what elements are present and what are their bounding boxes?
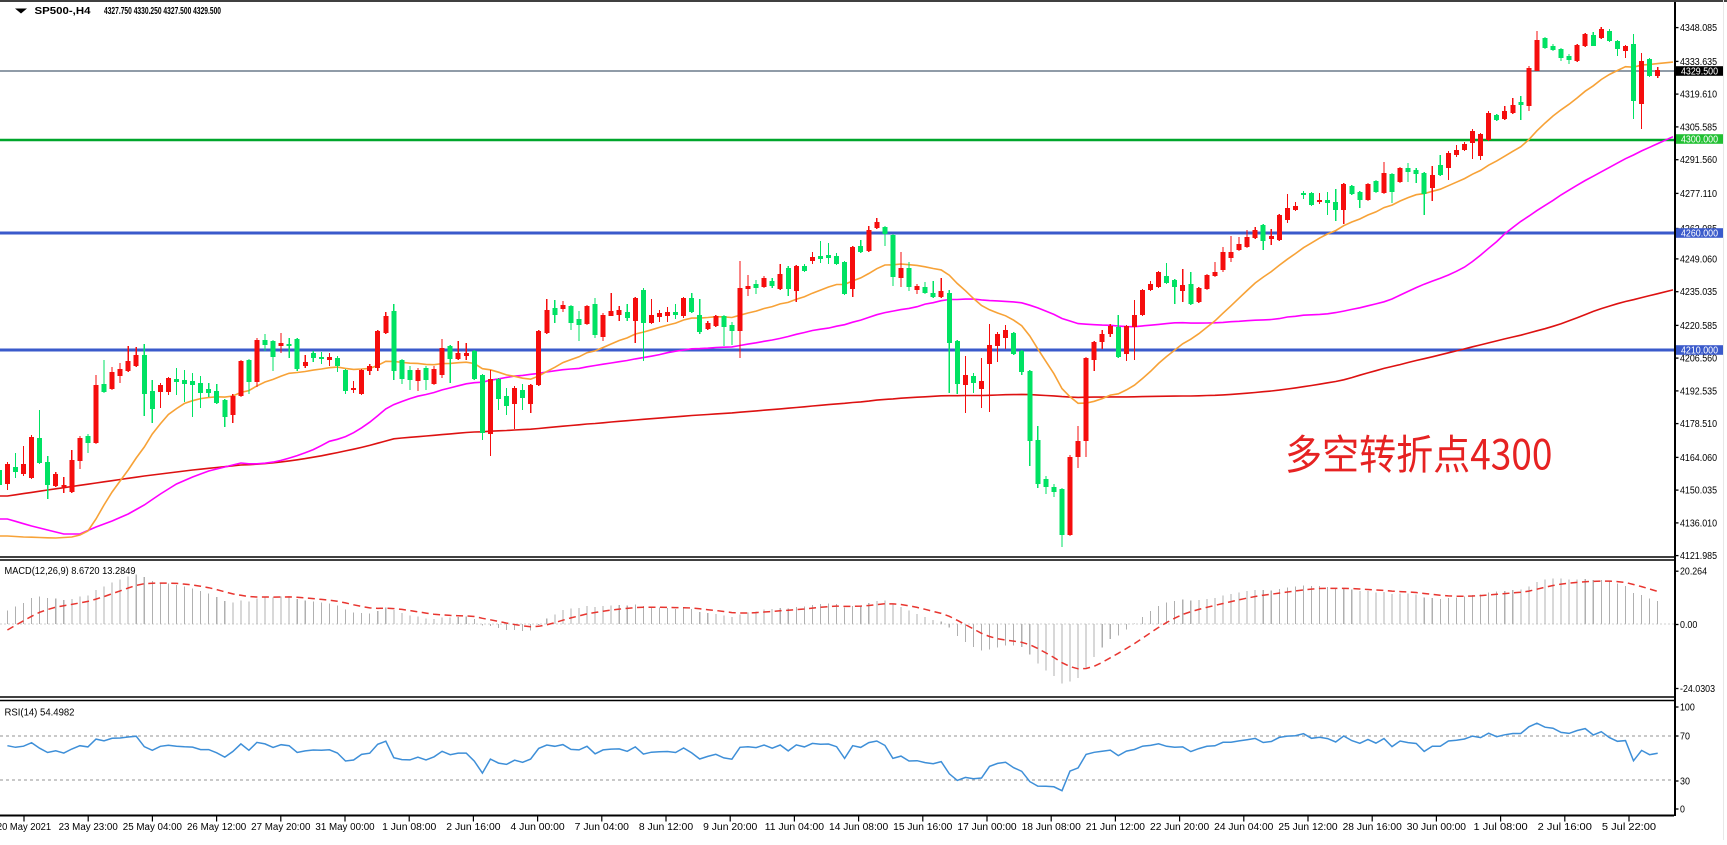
- svg-text:4327.750 4330.250 4327.500 432: 4327.750 4330.250 4327.500 4329.500: [104, 5, 221, 17]
- svg-text:4333.635: 4333.635: [1680, 57, 1717, 68]
- svg-text:23 May 23:00: 23 May 23:00: [59, 822, 119, 833]
- svg-text:-24.0303: -24.0303: [1680, 684, 1715, 695]
- svg-text:4220.585: 4220.585: [1680, 321, 1717, 332]
- svg-text:2 Jun 16:00: 2 Jun 16:00: [446, 822, 501, 833]
- svg-text:MACD(12,26,9) 8.6720 13.2849: MACD(12,26,9) 8.6720 13.2849: [5, 566, 136, 577]
- svg-text:31 May 00:00: 31 May 00:00: [315, 822, 375, 833]
- svg-text:9 Jun 20:00: 9 Jun 20:00: [703, 822, 758, 833]
- svg-text:4136.010: 4136.010: [1680, 518, 1718, 529]
- svg-text:4348.085: 4348.085: [1680, 23, 1717, 34]
- svg-text:27 May 20:00: 27 May 20:00: [251, 822, 311, 833]
- svg-text:4210.000: 4210.000: [1681, 345, 1719, 356]
- svg-text:11 Jun 04:00: 11 Jun 04:00: [765, 822, 825, 833]
- svg-text:25 Jun 12:00: 25 Jun 12:00: [1278, 822, 1338, 833]
- svg-text:4305.585: 4305.585: [1680, 122, 1717, 133]
- svg-text:4150.035: 4150.035: [1680, 486, 1717, 497]
- svg-text:25 May 04:00: 25 May 04:00: [123, 822, 183, 833]
- svg-text:30 Jun 00:00: 30 Jun 00:00: [1407, 822, 1467, 833]
- svg-text:18 Jun 08:00: 18 Jun 08:00: [1022, 822, 1082, 833]
- svg-text:22 Jun 20:00: 22 Jun 20:00: [1150, 822, 1210, 833]
- svg-text:4235.035: 4235.035: [1680, 287, 1717, 298]
- svg-text:4277.110: 4277.110: [1680, 189, 1718, 200]
- svg-text:0: 0: [1680, 804, 1685, 815]
- svg-text:4 Jun 00:00: 4 Jun 00:00: [511, 822, 566, 833]
- svg-text:24 Jun 04:00: 24 Jun 04:00: [1214, 822, 1274, 833]
- svg-text:4329.500: 4329.500: [1681, 66, 1719, 77]
- svg-text:20.264: 20.264: [1680, 567, 1708, 578]
- svg-text:4121.985: 4121.985: [1680, 551, 1717, 562]
- svg-text:15 Jun 16:00: 15 Jun 16:00: [893, 822, 953, 833]
- svg-text:4249.060: 4249.060: [1680, 254, 1718, 265]
- svg-text:26 May 12:00: 26 May 12:00: [187, 822, 247, 833]
- svg-text:5 Jul 22:00: 5 Jul 22:00: [1602, 822, 1657, 833]
- svg-text:SP500-,H4: SP500-,H4: [35, 5, 91, 17]
- svg-text:21 Jun 12:00: 21 Jun 12:00: [1086, 822, 1146, 833]
- svg-text:4260.000: 4260.000: [1681, 228, 1719, 239]
- svg-text:28 Jun 16:00: 28 Jun 16:00: [1343, 822, 1403, 833]
- svg-text:4319.610: 4319.610: [1680, 90, 1718, 101]
- svg-text:4164.060: 4164.060: [1680, 453, 1718, 464]
- svg-text:14 Jun 08:00: 14 Jun 08:00: [829, 822, 889, 833]
- svg-text:1 Jun 08:00: 1 Jun 08:00: [382, 822, 437, 833]
- svg-text:4178.510: 4178.510: [1680, 419, 1718, 430]
- svg-text:0.00: 0.00: [1680, 620, 1698, 631]
- svg-text:4300.000: 4300.000: [1681, 134, 1719, 145]
- svg-text:70: 70: [1680, 731, 1690, 742]
- svg-text:8 Jun 12:00: 8 Jun 12:00: [639, 822, 694, 833]
- svg-text:4291.560: 4291.560: [1680, 155, 1718, 166]
- svg-text:1 Jul 08:00: 1 Jul 08:00: [1474, 822, 1529, 833]
- svg-text:4206.560: 4206.560: [1680, 354, 1718, 365]
- svg-text:RSI(14) 54.4982: RSI(14) 54.4982: [5, 708, 75, 719]
- svg-text:7 Jun 04:00: 7 Jun 04:00: [575, 822, 630, 833]
- svg-text:20 May 2021: 20 May 2021: [0, 822, 51, 833]
- svg-text:100: 100: [1680, 702, 1695, 713]
- svg-text:2 Jul 16:00: 2 Jul 16:00: [1538, 822, 1593, 833]
- svg-text:4192.535: 4192.535: [1680, 386, 1717, 397]
- svg-text:30: 30: [1680, 776, 1690, 787]
- svg-text:17 Jun 00:00: 17 Jun 00:00: [957, 822, 1017, 833]
